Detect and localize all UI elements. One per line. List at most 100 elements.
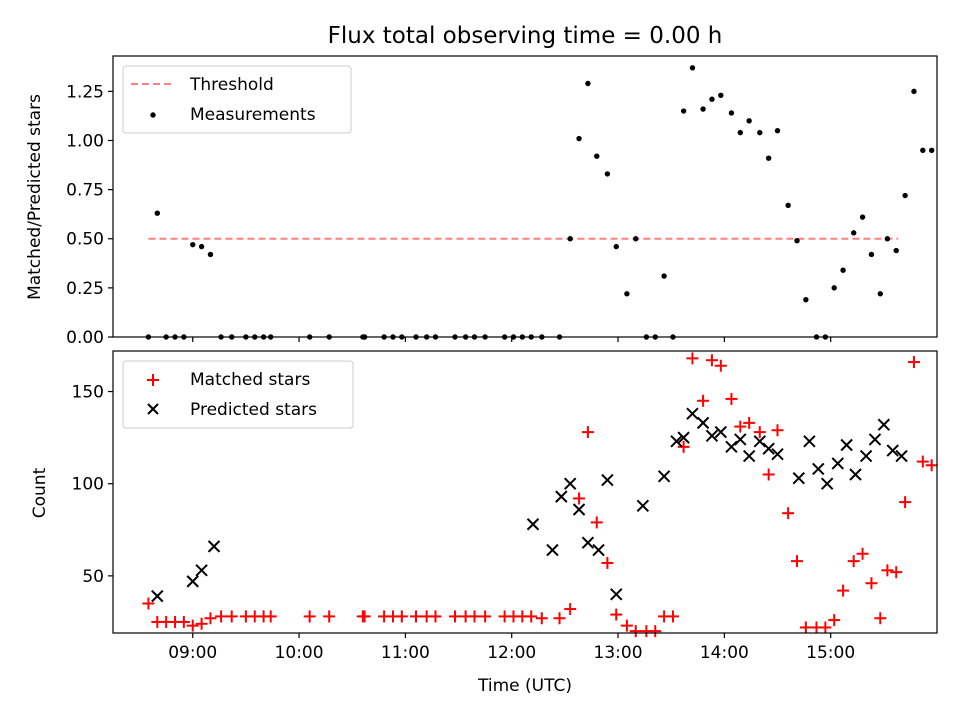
matched-star-marker bbox=[907, 356, 920, 369]
matched-star-marker bbox=[629, 625, 642, 638]
y-tick-label: 1.00 bbox=[66, 131, 104, 151]
predicted-star-marker bbox=[820, 477, 834, 490]
matched-star-marker bbox=[535, 612, 548, 625]
count-legend: Matched stars Predicted stars bbox=[122, 360, 354, 429]
matched-star-marker bbox=[666, 610, 679, 623]
matched-star-marker bbox=[925, 459, 938, 472]
matched-star-marker bbox=[791, 555, 804, 568]
count-y-axis-label: Count bbox=[30, 467, 50, 518]
measurement-point bbox=[604, 171, 611, 177]
count-plot-area: 50 100 150 09:00 10:00 11:00 12:00 13:00 14:00 15… bbox=[72, 350, 938, 663]
matched-star-marker bbox=[581, 426, 594, 439]
x-tick-label: 09:00 bbox=[168, 643, 217, 663]
x-tick-label: 10:00 bbox=[275, 643, 324, 663]
matched-star-marker bbox=[479, 610, 492, 623]
predicted-star-marker bbox=[812, 462, 825, 476]
matched-star-marker bbox=[358, 610, 371, 623]
measurement-point bbox=[709, 96, 715, 102]
measurement-point bbox=[633, 236, 639, 242]
measurement-point bbox=[689, 65, 696, 71]
measurement-point bbox=[594, 153, 600, 159]
measurement-point bbox=[718, 92, 724, 99]
matched-star-marker bbox=[449, 610, 462, 623]
predicted-star-marker bbox=[677, 431, 690, 444]
axes-frame bbox=[112, 350, 938, 634]
measurement-point bbox=[851, 230, 857, 236]
matched-star-marker bbox=[753, 426, 766, 439]
predicted-star-marker bbox=[195, 564, 208, 577]
matched-star-marker bbox=[697, 394, 710, 407]
measurement-point bbox=[661, 273, 667, 279]
predicted-star-marker bbox=[636, 499, 650, 513]
predicted-star-marker bbox=[526, 518, 540, 531]
y-tick-label: 50 bbox=[82, 567, 104, 587]
predicted-star-marker bbox=[792, 471, 805, 485]
measurement-point bbox=[154, 210, 161, 216]
matched-star-marker bbox=[856, 547, 869, 560]
legend-predicted-label: Predicted stars bbox=[190, 400, 317, 420]
matched-star-marker bbox=[215, 610, 228, 623]
x-tick-label: 15:00 bbox=[806, 643, 855, 663]
predicted-star-marker bbox=[725, 440, 738, 454]
measurement-point bbox=[765, 155, 772, 161]
x-tick-label: 13:00 bbox=[594, 643, 643, 663]
y-tick-label: 0.75 bbox=[66, 181, 104, 201]
measurement-point bbox=[794, 238, 800, 244]
matched-star-marker bbox=[847, 555, 860, 568]
matched-star-marker bbox=[225, 610, 238, 623]
measurement-point bbox=[920, 147, 926, 154]
predicted-star-marker bbox=[670, 435, 683, 448]
y-tick-label: 0.25 bbox=[66, 279, 104, 299]
matched-star-marker bbox=[564, 603, 577, 616]
legend-measurements-label: Measurements bbox=[190, 105, 316, 125]
matched-star-marker bbox=[429, 610, 442, 623]
matched-star-marker bbox=[204, 612, 217, 625]
measurement-point bbox=[207, 251, 214, 258]
measurement-point bbox=[700, 106, 706, 112]
predicted-star-marker bbox=[859, 449, 873, 463]
matched-star-marker bbox=[881, 564, 894, 577]
y-tick-label: 1.25 bbox=[66, 82, 104, 102]
measurement-point bbox=[746, 118, 752, 124]
matched-star-marker bbox=[890, 566, 903, 579]
measurement-point bbox=[613, 243, 619, 250]
matched-star-marker bbox=[782, 507, 795, 520]
y-tick-label: 100 bbox=[72, 475, 104, 495]
measurement-point bbox=[831, 285, 837, 291]
predicted-star-marker bbox=[572, 503, 586, 516]
predicted-star-marker bbox=[868, 433, 882, 446]
matched-star-marker bbox=[771, 424, 784, 437]
measurement-point bbox=[803, 296, 809, 303]
matched-star-marker bbox=[677, 440, 690, 453]
matched-star-marker bbox=[177, 615, 190, 628]
x-tick-label: 11:00 bbox=[381, 643, 430, 663]
matched-star-marker bbox=[916, 455, 929, 468]
predicted-star-marker bbox=[186, 575, 199, 588]
chart-title: Flux total observing time = 0.00 h bbox=[328, 23, 723, 49]
measurement-point bbox=[585, 80, 591, 87]
measurement-point bbox=[902, 192, 908, 199]
matched-star-marker bbox=[649, 625, 662, 638]
legend-matched-swatch bbox=[147, 374, 159, 386]
matched-star-marker bbox=[186, 619, 199, 632]
matched-star-marker bbox=[590, 516, 603, 529]
predicted-star-marker bbox=[742, 449, 756, 463]
predicted-star-marker bbox=[581, 536, 595, 549]
matched-star-marker bbox=[553, 612, 566, 625]
predicted-star-marker bbox=[771, 448, 784, 461]
matched-star-marker bbox=[264, 610, 277, 623]
matched-star-marker bbox=[142, 597, 155, 610]
measurement-point bbox=[884, 236, 891, 242]
x-axis-label: Time (UTC) bbox=[477, 676, 572, 696]
y-tick-label: 0.50 bbox=[66, 230, 104, 250]
predicted-star-marker bbox=[753, 435, 767, 448]
measurement-point bbox=[680, 108, 687, 114]
count-panel: Count Time (UTC) 50 100 150 09:00 10:00 11:00… bbox=[30, 350, 938, 696]
matched-star-marker bbox=[525, 610, 538, 623]
ratio-legend-box bbox=[122, 65, 352, 134]
predicted-star-marker bbox=[592, 543, 605, 557]
matched-star-marker bbox=[303, 610, 316, 623]
count-legend-box bbox=[122, 360, 354, 429]
matched-star-marker bbox=[725, 392, 738, 405]
matched-star-marker bbox=[819, 621, 832, 634]
